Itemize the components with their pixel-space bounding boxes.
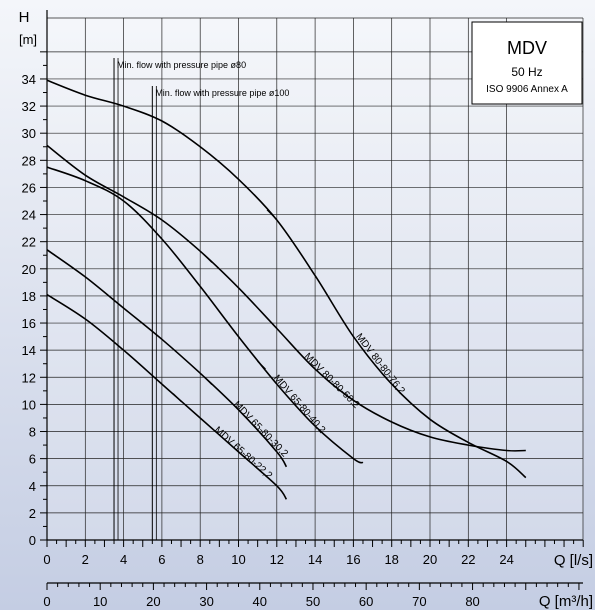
x2-tick-label: 0	[43, 594, 50, 609]
y-tick-label: 34	[22, 72, 36, 87]
y-tick-label: 4	[29, 479, 36, 494]
y-tick-label: 12	[22, 370, 36, 385]
y-tick-label: 22	[22, 235, 36, 250]
chart-subtitle: 50 Hz	[511, 65, 542, 79]
x2-tick-label: 30	[199, 594, 213, 609]
curve-marker	[257, 360, 266, 370]
min-flow-label: Min. flow with pressure pipe ø100	[155, 88, 289, 98]
pump-curve-line	[46, 249, 288, 468]
x-tick-label: 16	[346, 552, 360, 567]
curve-marker	[203, 376, 213, 385]
x-tick-label: 2	[82, 552, 89, 567]
x2-tick-label: 10	[93, 594, 107, 609]
legend-box: MDV 50 Hz ISO 9906 Annex A	[471, 21, 583, 105]
x2-axis-label: Q [m³/h]	[539, 593, 593, 610]
x-tick-label: 12	[270, 552, 284, 567]
x2-tick-label: 20	[146, 594, 160, 609]
chart-standard: ISO 9906 Annex A	[486, 84, 568, 95]
x-tick-label: 22	[461, 552, 475, 567]
y-tick-label: 18	[22, 289, 36, 304]
x-axis-label: Q [l/s]	[554, 552, 593, 569]
y-tick-label: 10	[22, 397, 36, 412]
x-tick-label: 14	[308, 552, 322, 567]
min-flow-label: Min. flow with pressure pipe ø80	[117, 60, 246, 70]
grid	[46, 17, 584, 541]
x-tick-label: 18	[384, 552, 398, 567]
y-tick-label: 6	[29, 452, 36, 467]
y-tick-label: 14	[22, 343, 36, 358]
y-tick-label: 8	[29, 425, 36, 440]
curve-marker	[203, 254, 213, 263]
curve-marker	[172, 393, 182, 403]
x-tick-label: 24	[499, 552, 513, 567]
legend-box-frame	[471, 21, 583, 105]
x2-tick-label: 80	[465, 594, 479, 609]
x-tick-label: 0	[43, 552, 50, 567]
pump-curve-line	[46, 166, 364, 464]
y-axis-label: H	[19, 9, 30, 26]
y-axis-unit: [m]	[19, 32, 37, 47]
x2-tick-label: 60	[359, 594, 373, 609]
x2-tick-label: 40	[253, 594, 267, 609]
x-tick-label: 20	[423, 552, 437, 567]
chart-title: MDV	[507, 38, 547, 58]
x-tick-label: 10	[231, 552, 245, 567]
min-flow-annotations: Min. flow with pressure pipe ø80 Min. flo…	[113, 58, 289, 540]
x-tick-label: 6	[158, 552, 165, 567]
y-tick-label: 32	[22, 99, 36, 114]
x-tick-label: 4	[120, 552, 127, 567]
pump-curves	[46, 79, 527, 500]
x-tick-label: 8	[197, 552, 204, 567]
y-tick-label: 26	[22, 180, 36, 195]
y-tick-label: 20	[22, 262, 36, 277]
y-tick-label: 0	[29, 533, 36, 548]
y-tick-label: 28	[22, 153, 36, 168]
pump-curve-line	[46, 79, 527, 479]
pump-curve-line	[46, 144, 526, 452]
y-tick-label: 16	[22, 316, 36, 331]
x2-tick-label: 70	[412, 594, 426, 609]
y-tick-label: 2	[29, 506, 36, 521]
y-tick-label: 30	[22, 126, 36, 141]
curve-marker	[266, 209, 276, 219]
y-tick-label: 24	[22, 208, 36, 223]
x2-tick-label: 50	[306, 594, 320, 609]
